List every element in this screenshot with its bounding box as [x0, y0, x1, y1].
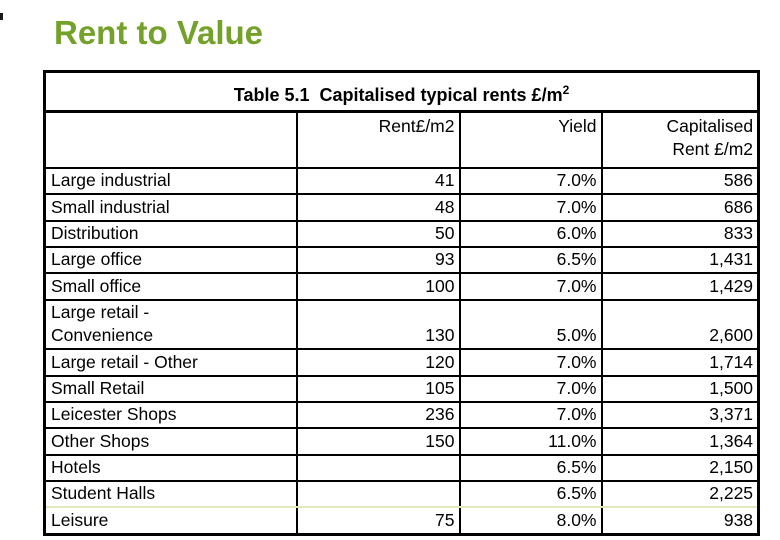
cell-capitalised-rent: 2,225 — [600, 480, 760, 509]
cell-label: Small office — [43, 272, 298, 301]
cell-rent: 120 — [295, 348, 461, 377]
rents-table: Table 5.1 Capitalised typical rents £/m2… — [43, 70, 761, 536]
table-row: Hotels 6.5% 2,150 — [43, 453, 760, 483]
table-row: Large retail - Convenience 130 5.0% 2,600 — [43, 298, 760, 351]
page-title: Rent to Value — [54, 14, 264, 51]
header-cell-capitalised: Capitalised Rent £/m2 — [600, 110, 760, 169]
table-title-row: Table 5.1 Capitalised typical rents £/m2 — [43, 70, 760, 113]
table-row: Small office 100 7.0% 1,429 — [43, 272, 760, 301]
cell-rent: 105 — [295, 374, 461, 404]
cell-yield: 6.5% — [458, 480, 603, 509]
cell-label: Student Halls — [43, 480, 298, 509]
cell-capitalised-rent: 2,150 — [600, 453, 760, 483]
cell-capitalised-rent: 1,429 — [600, 272, 760, 301]
cell-capitalised-rent: 1,714 — [600, 348, 760, 377]
table-row: Small industrial 48 7.0% 686 — [43, 193, 760, 222]
cell-rent: 50 — [295, 219, 461, 248]
cell-label: Leisure — [43, 506, 298, 536]
cell-yield: 7.0% — [458, 374, 603, 404]
cell-rent: 150 — [295, 427, 461, 456]
table-row: Large retail - Other 120 7.0% 1,714 — [43, 348, 760, 377]
header-cell-rent: Rent£/m2 — [295, 110, 461, 169]
cell-label: Large office — [43, 245, 298, 275]
table-row: Leicester Shops 236 7.0% 3,371 — [43, 401, 760, 430]
cell-yield: 7.0% — [458, 272, 603, 301]
cell-rent — [295, 480, 461, 509]
cell-rent: 41 — [295, 166, 461, 196]
cell-yield: 7.0% — [458, 166, 603, 196]
cell-label: Leicester Shops — [43, 401, 298, 430]
cell-rent: 100 — [295, 272, 461, 301]
table-row: Distribution 50 6.0% 833 — [43, 219, 760, 248]
cell-yield: 7.0% — [458, 401, 603, 430]
cell-rent: 93 — [295, 245, 461, 275]
cell-capitalised-rent: 1,431 — [600, 245, 760, 275]
cell-capitalised-rent: 938 — [600, 506, 760, 536]
rents-table-container: Table 5.1 Capitalised typical rents £/m2… — [43, 70, 761, 536]
table-title-text: Table 5.1 Capitalised typical rents £/m — [233, 84, 563, 105]
cell-capitalised-rent: 1,500 — [600, 374, 760, 404]
cell-label: Large retail - Convenience — [43, 298, 298, 351]
cell-yield: 5.0% — [458, 298, 603, 351]
table-header-row: Rent£/m2 Yield Capitalised Rent £/m2 — [43, 110, 760, 169]
table-body: Large industrial 41 7.0% 586 Small industria… — [43, 166, 760, 536]
cell-label: Large retail - Other — [43, 348, 298, 377]
cell-label: Small industrial — [43, 193, 298, 222]
table-title-superscript: 2 — [562, 82, 570, 97]
cell-yield: 7.0% — [458, 193, 603, 222]
cell-capitalised-rent: 3,371 — [600, 401, 760, 430]
cell-rent: 236 — [295, 401, 461, 430]
cell-capitalised-rent: 833 — [600, 219, 760, 248]
cell-rent: 75 — [295, 506, 461, 536]
cell-label: Small Retail — [43, 374, 298, 404]
cell-yield: 6.5% — [458, 453, 603, 483]
table-row: Large industrial 41 7.0% 586 — [43, 166, 760, 196]
cell-label: Other Shops — [43, 427, 298, 456]
cell-label: Hotels — [43, 453, 298, 483]
edge-artifact-mark — [0, 13, 3, 20]
cell-yield: 8.0% — [458, 506, 603, 536]
table-row: Other Shops 150 11.0% 1,364 — [43, 427, 760, 456]
cell-capitalised-rent: 2,600 — [600, 298, 760, 351]
cell-capitalised-rent: 1,364 — [600, 427, 760, 456]
cell-rent — [295, 453, 461, 483]
cell-label: Large industrial — [43, 166, 298, 196]
cell-rent: 130 — [295, 298, 461, 351]
cell-yield: 6.0% — [458, 219, 603, 248]
header-cell-yield: Yield — [458, 110, 603, 169]
cell-yield: 6.5% — [458, 245, 603, 275]
header-cell-label — [43, 110, 298, 169]
cell-yield: 11.0% — [458, 427, 603, 456]
table-row: Student Halls 6.5% 2,225 — [43, 480, 760, 509]
table-row: Small Retail 105 7.0% 1,500 — [43, 374, 760, 404]
cell-capitalised-rent: 586 — [600, 166, 760, 196]
table-row: Large office 93 6.5% 1,431 — [43, 245, 760, 275]
table-title-cell: Table 5.1 Capitalised typical rents £/m2 — [43, 70, 760, 113]
cell-capitalised-rent: 686 — [600, 193, 760, 222]
cell-label: Distribution — [43, 219, 298, 248]
cell-rent: 48 — [295, 193, 461, 222]
table-row: Leisure 75 8.0% 938 — [43, 506, 760, 536]
cell-yield: 7.0% — [458, 348, 603, 377]
